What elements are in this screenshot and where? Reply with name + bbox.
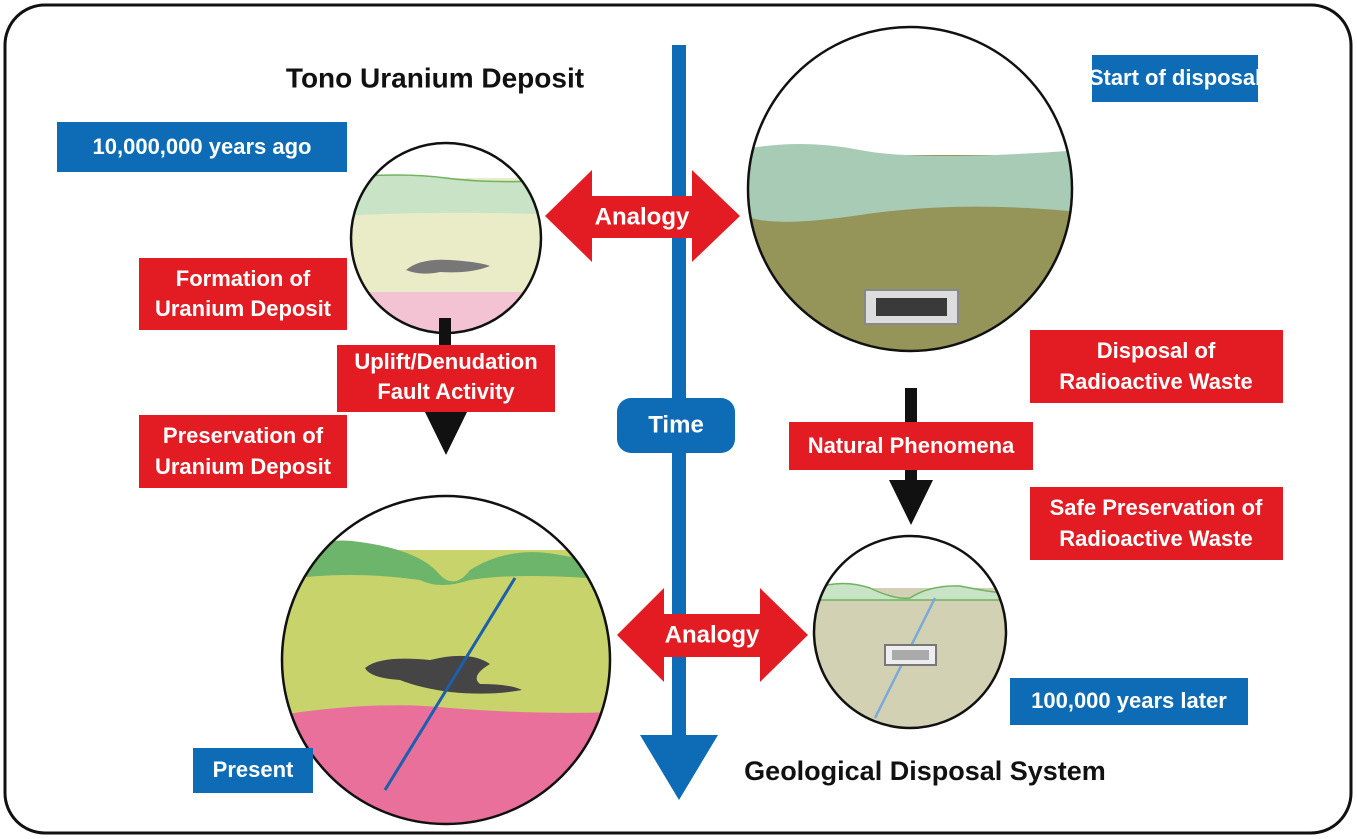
process-label: Disposal of [1097, 338, 1216, 363]
process-label: Uranium Deposit [155, 296, 332, 321]
stage-label: 100,000 years later [1031, 688, 1227, 713]
process-label: Radioactive Waste [1059, 369, 1253, 394]
stage-label: 10,000,000 years ago [93, 134, 312, 159]
waste [892, 650, 929, 660]
heading: Tono Uranium Deposit [286, 62, 584, 93]
analogy-label: Analogy [665, 621, 760, 648]
waste [876, 298, 947, 316]
process-label: Radioactive Waste [1059, 526, 1253, 551]
process-label: Preservation of [163, 423, 324, 448]
heading: Geological Disposal System [744, 756, 1106, 786]
process-label: Uplift/Denudation [354, 349, 537, 374]
process-label: Uranium Deposit [155, 454, 332, 479]
diagram: Analogy Analogy Tono Uranium Deposit Geo… [0, 0, 1357, 839]
process-label: Fault Activity [377, 379, 515, 404]
process-label: Natural Phenomena [808, 433, 1015, 458]
stage-label: Start of disposal [1089, 65, 1261, 90]
process-label: Formation of [176, 266, 311, 291]
time-label: Time [648, 411, 704, 438]
stage-label: Present [213, 757, 294, 782]
process-label: Safe Preservation of [1050, 495, 1263, 520]
analogy-label: Analogy [595, 203, 690, 230]
